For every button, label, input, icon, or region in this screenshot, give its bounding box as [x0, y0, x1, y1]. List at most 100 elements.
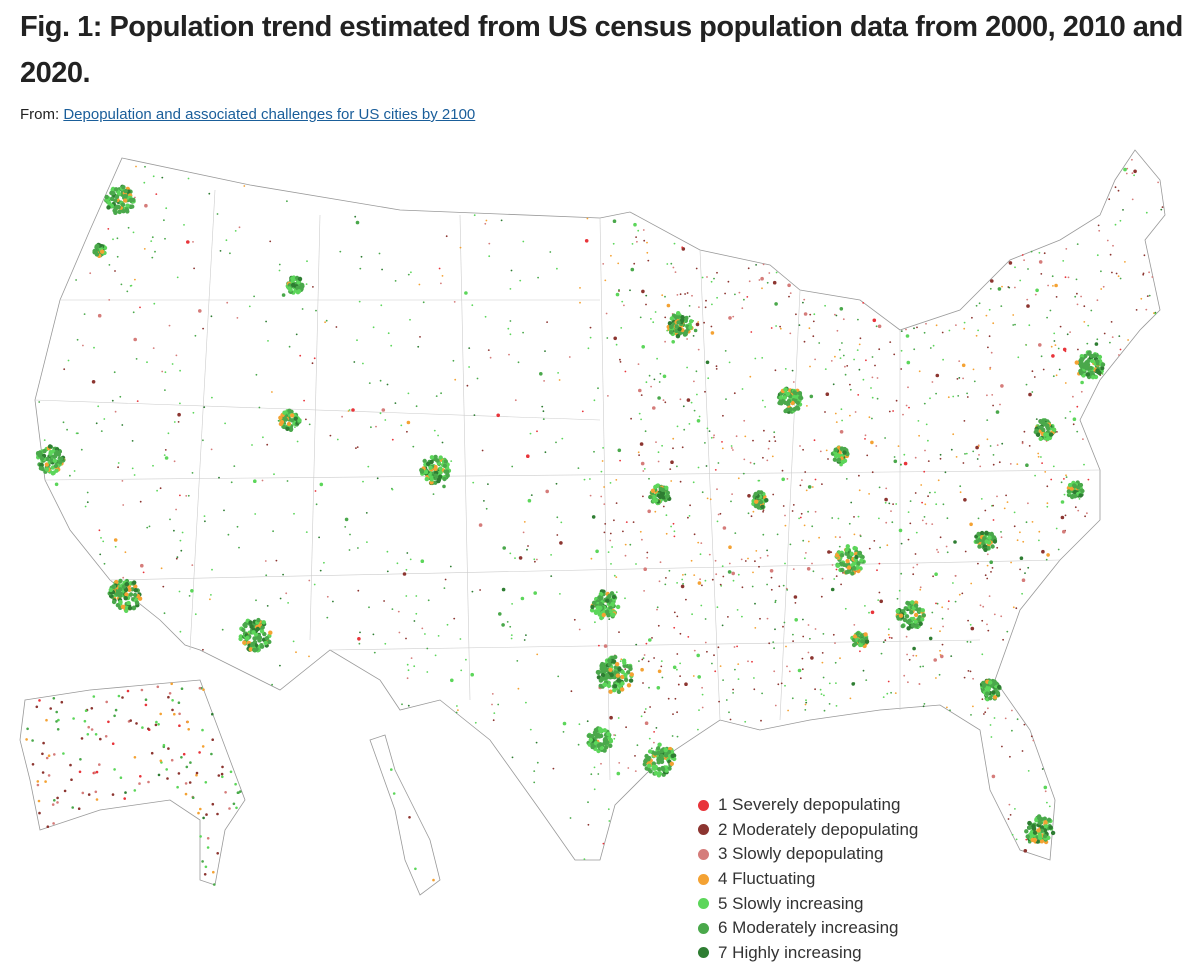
place-marker	[228, 807, 231, 810]
place-marker	[264, 636, 270, 641]
place-marker	[624, 554, 627, 557]
place-marker	[623, 304, 625, 307]
place-marker	[267, 340, 269, 342]
place-marker	[1043, 820, 1048, 825]
place-marker	[144, 698, 148, 701]
place-marker	[727, 616, 729, 618]
place-marker	[557, 675, 560, 678]
place-marker	[619, 361, 622, 363]
place-marker	[236, 317, 239, 319]
place-marker	[903, 674, 906, 677]
place-marker	[177, 701, 181, 704]
place-marker	[905, 404, 908, 407]
place-marker	[621, 300, 624, 303]
place-marker	[1012, 606, 1015, 609]
place-marker	[186, 720, 189, 724]
place-marker	[761, 692, 763, 695]
place-marker	[931, 523, 934, 525]
place-marker	[472, 481, 475, 484]
place-marker	[433, 473, 438, 478]
place-marker	[114, 270, 116, 272]
place-marker	[693, 380, 695, 383]
place-marker	[360, 255, 363, 258]
place-marker	[665, 577, 667, 579]
place-marker	[115, 603, 121, 608]
place-marker	[1064, 514, 1067, 517]
place-marker	[1076, 303, 1079, 306]
place-marker	[121, 185, 126, 190]
place-marker	[938, 673, 941, 676]
place-marker	[789, 292, 792, 294]
place-marker	[660, 660, 663, 662]
place-marker	[35, 705, 39, 709]
place-marker	[514, 399, 517, 402]
place-marker	[690, 401, 693, 404]
place-marker	[624, 597, 626, 600]
place-marker	[94, 790, 98, 794]
place-marker	[858, 368, 861, 371]
place-marker	[578, 628, 581, 631]
place-marker	[266, 443, 269, 446]
place-marker	[790, 400, 795, 406]
place-marker	[966, 640, 969, 643]
place-marker	[939, 453, 942, 456]
place-marker	[1097, 354, 1103, 360]
place-marker	[818, 342, 821, 344]
place-marker	[192, 241, 194, 243]
place-marker	[446, 623, 449, 626]
place-marker	[484, 222, 487, 225]
place-marker	[593, 399, 596, 402]
place-marker	[415, 612, 418, 615]
source-article-link[interactable]: Depopulation and associated challenges f…	[63, 106, 476, 123]
place-marker	[1027, 502, 1029, 505]
place-marker	[795, 313, 797, 316]
place-marker	[1118, 354, 1120, 356]
place-marker	[286, 421, 292, 427]
place-marker	[992, 322, 995, 325]
place-marker	[42, 448, 47, 454]
place-marker	[607, 551, 610, 553]
place-marker	[672, 665, 677, 670]
place-marker	[294, 426, 296, 428]
place-marker	[586, 733, 591, 738]
place-marker	[805, 701, 808, 704]
place-marker	[741, 615, 743, 618]
place-marker	[167, 432, 170, 435]
place-marker	[660, 765, 665, 771]
place-marker	[608, 618, 611, 620]
place-marker	[181, 531, 184, 534]
place-marker	[1019, 556, 1024, 560]
place-marker	[929, 397, 931, 400]
place-marker	[1013, 511, 1016, 514]
place-marker	[255, 373, 258, 376]
place-marker	[833, 447, 838, 453]
place-marker	[173, 712, 176, 716]
place-marker	[857, 318, 859, 321]
place-marker	[862, 669, 865, 672]
place-marker	[716, 520, 719, 523]
place-marker	[662, 374, 667, 379]
place-marker	[888, 410, 891, 413]
legend-item-4: 4 Fluctuating	[698, 867, 918, 892]
place-marker	[250, 642, 256, 647]
place-marker	[676, 668, 678, 671]
place-marker	[734, 532, 737, 534]
place-marker	[773, 431, 776, 434]
place-marker	[1038, 343, 1042, 347]
place-marker	[982, 605, 985, 608]
place-marker	[839, 553, 845, 558]
place-marker	[844, 607, 847, 610]
place-marker	[537, 276, 539, 279]
place-marker	[688, 515, 691, 517]
place-marker	[1135, 309, 1138, 311]
place-marker	[1034, 428, 1039, 433]
place-marker	[676, 465, 678, 468]
place-marker	[871, 396, 874, 399]
place-marker	[1001, 442, 1004, 445]
place-marker	[878, 486, 881, 489]
place-marker	[324, 321, 326, 324]
place-marker	[1039, 839, 1045, 844]
place-marker	[825, 392, 830, 397]
place-marker	[612, 684, 618, 689]
place-marker	[966, 396, 969, 398]
